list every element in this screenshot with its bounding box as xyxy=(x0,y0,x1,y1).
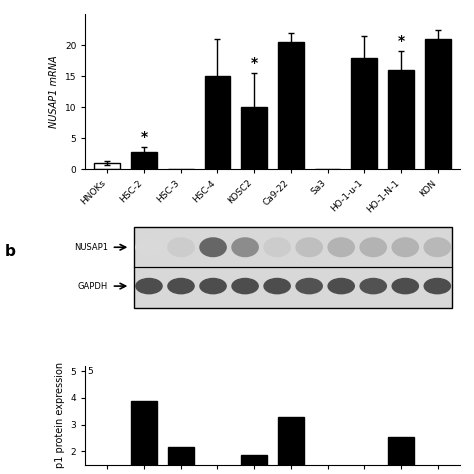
Ellipse shape xyxy=(136,279,162,294)
Text: 5: 5 xyxy=(87,367,93,376)
Text: GAPDH: GAPDH xyxy=(78,282,108,291)
Ellipse shape xyxy=(168,238,194,256)
Ellipse shape xyxy=(200,238,226,256)
Y-axis label: NUSAP1 mRNA: NUSAP1 mRNA xyxy=(49,55,59,128)
Bar xyxy=(94,163,120,169)
Ellipse shape xyxy=(168,279,194,294)
Ellipse shape xyxy=(424,238,450,256)
FancyBboxPatch shape xyxy=(134,227,452,308)
Bar xyxy=(388,70,414,169)
Text: NUSAP1: NUSAP1 xyxy=(74,243,108,252)
Bar xyxy=(131,401,157,474)
Bar xyxy=(278,42,304,169)
Text: b: b xyxy=(5,244,16,259)
Text: *: * xyxy=(251,56,258,70)
Ellipse shape xyxy=(264,279,290,294)
Text: *: * xyxy=(140,129,147,144)
Ellipse shape xyxy=(360,238,386,256)
Ellipse shape xyxy=(136,238,162,256)
Ellipse shape xyxy=(296,279,322,294)
Y-axis label: p1 protein expression: p1 protein expression xyxy=(55,362,65,468)
Bar xyxy=(205,76,230,169)
Bar xyxy=(352,57,377,169)
Bar xyxy=(425,39,451,169)
Bar xyxy=(241,107,267,169)
Ellipse shape xyxy=(392,238,419,256)
Ellipse shape xyxy=(424,279,450,294)
Bar xyxy=(278,417,304,474)
Text: *: * xyxy=(398,34,405,48)
Ellipse shape xyxy=(328,279,354,294)
Bar xyxy=(131,152,157,169)
Bar xyxy=(388,437,414,474)
Ellipse shape xyxy=(296,238,322,256)
Bar xyxy=(168,447,193,474)
Ellipse shape xyxy=(232,279,258,294)
Bar xyxy=(241,455,267,474)
Ellipse shape xyxy=(328,238,354,256)
Ellipse shape xyxy=(392,279,419,294)
Ellipse shape xyxy=(360,279,386,294)
Ellipse shape xyxy=(264,238,290,256)
Ellipse shape xyxy=(200,279,226,294)
Ellipse shape xyxy=(232,238,258,256)
